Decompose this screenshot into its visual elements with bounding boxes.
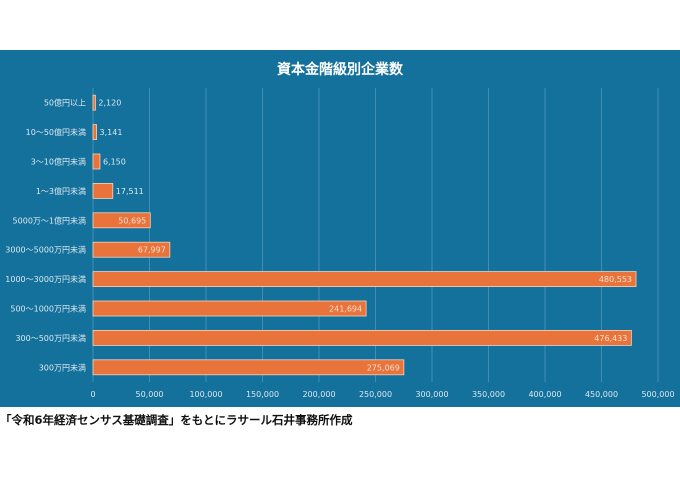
data-label: 241,694 bbox=[329, 305, 362, 314]
x-tick-label: 50,000 bbox=[136, 390, 164, 399]
bars bbox=[92, 94, 637, 376]
data-label: 67,997 bbox=[138, 246, 166, 255]
bar bbox=[92, 359, 405, 376]
category-label: 1～3億円未満 bbox=[36, 186, 86, 196]
bar bbox=[92, 300, 367, 317]
x-tick-label: 400,000 bbox=[528, 390, 561, 399]
source-caption: 「令和6年経済センサス基礎調査」をもとにラサール石井事務所作成 bbox=[0, 413, 353, 427]
bar bbox=[92, 94, 96, 111]
x-tick-label: 200,000 bbox=[302, 390, 335, 399]
bar-chart: 資本金階級別企業数 50億円以上 10～50億円未満 3～10億円未満 1～3億円未満… bbox=[5, 61, 674, 399]
bar bbox=[92, 153, 101, 170]
bar bbox=[92, 212, 151, 229]
bar bbox=[92, 124, 97, 140]
data-label: 275,069 bbox=[367, 363, 400, 372]
category-label: 50億円以上 bbox=[44, 98, 86, 108]
x-tick-label: 250,000 bbox=[359, 390, 392, 399]
x-tick-label: 300,000 bbox=[415, 390, 448, 399]
data-label: 2,120 bbox=[98, 99, 121, 108]
bar bbox=[92, 182, 114, 199]
category-label: 300万円未満 bbox=[39, 362, 86, 372]
data-label: 6,150 bbox=[103, 158, 126, 167]
data-label: 17,511 bbox=[116, 187, 144, 196]
chart-title: 資本金階級別企業数 bbox=[277, 61, 404, 78]
data-label: 50,695 bbox=[118, 216, 146, 225]
category-label: 1000～3000万円未満 bbox=[5, 274, 86, 284]
bar bbox=[92, 329, 632, 346]
data-label: 3,141 bbox=[100, 128, 123, 137]
x-tick-label: 150,000 bbox=[246, 390, 279, 399]
category-label: 3000～5000万円未満 bbox=[5, 245, 86, 255]
category-label: 5000万～1億円未満 bbox=[13, 215, 86, 225]
x-tick-labels: 0 50,000 100,000 150,000 200,000 250,000 300,0… bbox=[90, 390, 674, 399]
data-label: 480,553 bbox=[599, 275, 632, 284]
category-label: 500～1000万円未満 bbox=[10, 304, 86, 314]
bar bbox=[92, 241, 171, 258]
category-label: 3～10億円未満 bbox=[31, 157, 86, 167]
x-tick-label: 100,000 bbox=[189, 390, 222, 399]
bar bbox=[92, 271, 637, 288]
category-labels: 50億円以上 10～50億円未満 3～10億円未満 1～3億円未満 5000万～1億円未… bbox=[5, 98, 86, 373]
chart-panel: 資本金階級別企業数 50億円以上 10～50億円未満 3～10億円未満 1～3億円未満… bbox=[0, 50, 680, 407]
value-labels: 2,120 3,141 6,150 17,511 50,695 67,997 480,553… bbox=[98, 99, 632, 373]
x-tick-label: 450,000 bbox=[585, 390, 618, 399]
category-label: 300～500万円未満 bbox=[15, 333, 86, 343]
x-tick-label: 350,000 bbox=[472, 390, 505, 399]
x-tick-label: 0 bbox=[90, 390, 95, 399]
data-label: 476,433 bbox=[594, 334, 627, 343]
x-tick-label: 500,000 bbox=[641, 390, 674, 399]
category-label: 10～50億円未満 bbox=[26, 127, 86, 137]
